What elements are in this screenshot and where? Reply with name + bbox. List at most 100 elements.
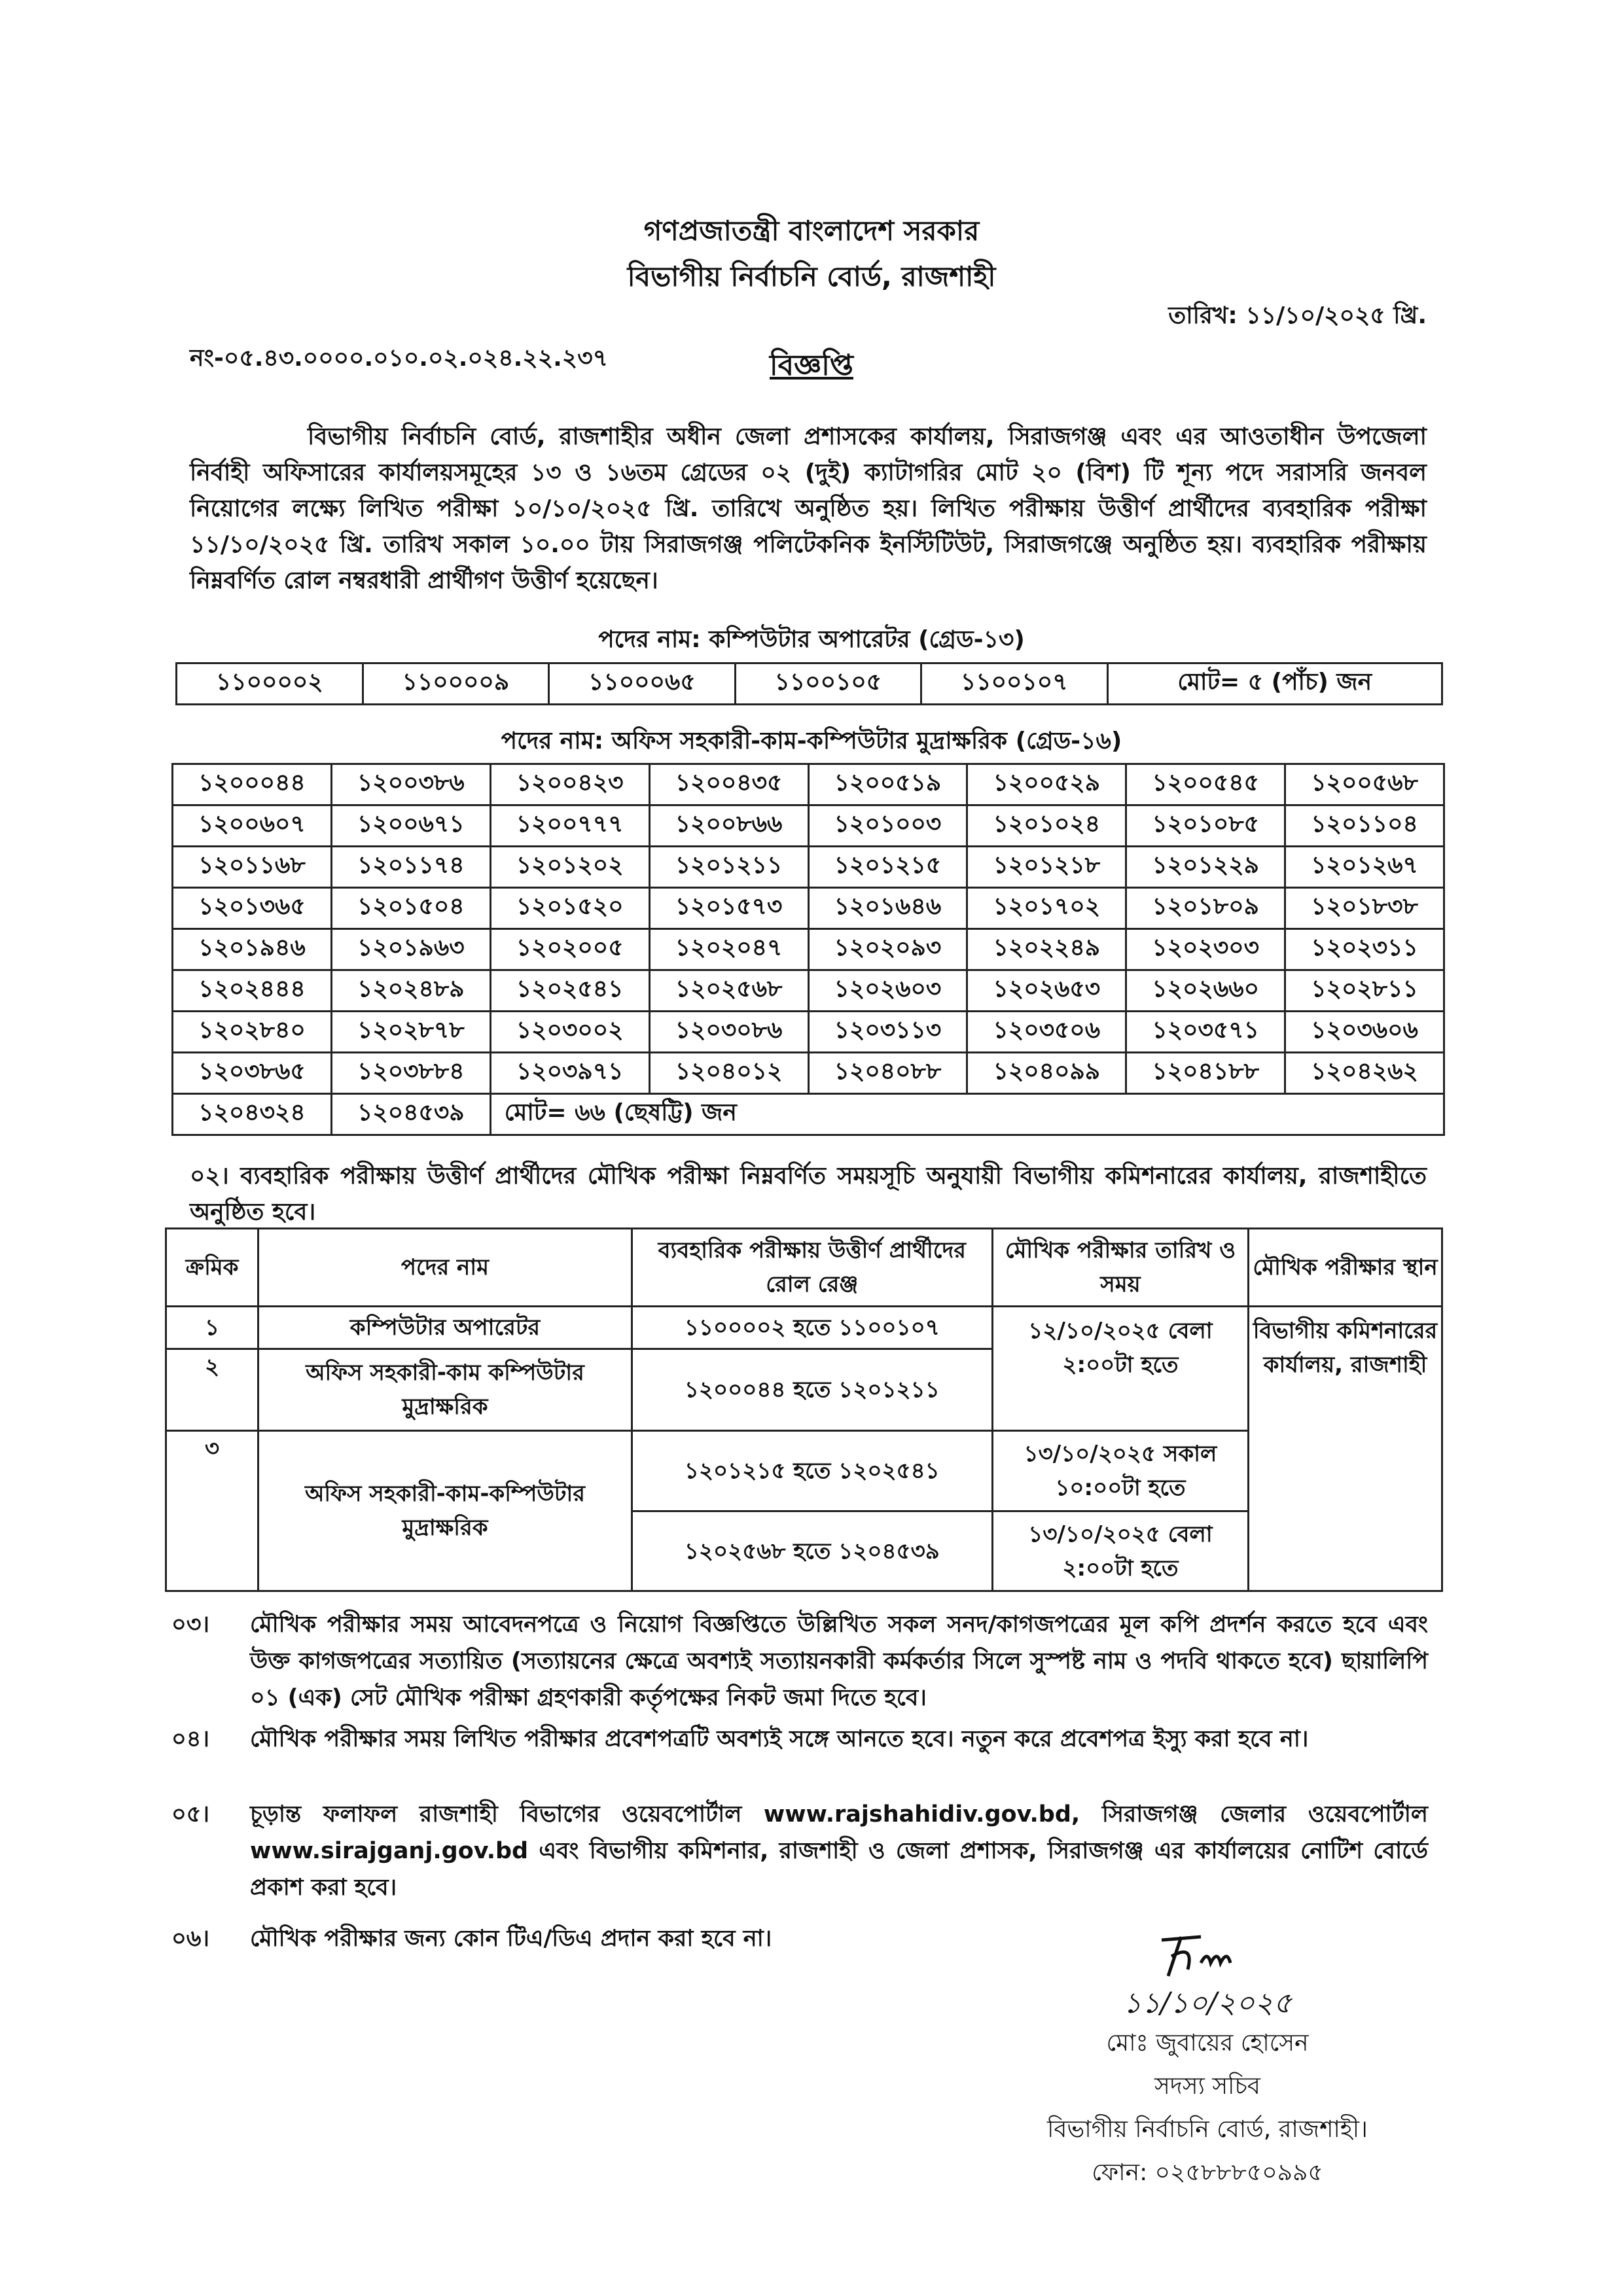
table-row: ১২০৩৮৬৫ ১২০৩৮৮৪ ১২০৩৯৭১ ১২০৪০১২ ১২০৪০৮৮ ১২০৪০… [171, 1051, 1445, 1095]
range-cell: ১২০১২১৫ হতে ১২০২৫৪১ [630, 1430, 993, 1512]
roll-cell: ১২০০৫১৯ [807, 763, 969, 806]
roll-cell: ১২০২৪৮৯ [330, 969, 491, 1012]
post2-title: পদের নাম: অফিস সহকারী-কাম-কম্পিউটার মুদ্… [501, 728, 1122, 754]
roll-cell: ১২০১৫২০ [489, 887, 651, 930]
roll-cell: ১২০২০০৫ [489, 928, 651, 971]
handwritten-signature-icon [1161, 1935, 1232, 1977]
roll-cell: ১২০৪৫৩৯ [330, 1093, 491, 1136]
range-cell: ১১০০০০২ হতে ১১০০১০৭ [630, 1305, 993, 1350]
roll-cell: ১২০০৭৭৭ [489, 804, 651, 847]
table-row: ১২০১৩৬৫ ১২০১৫০৪ ১২০১৫২০ ১২০১৫৭৩ ১২০১৬৪৬ ১২০১৭… [171, 887, 1445, 930]
table-row: ১২০০০৪৪ ১২০০৩৮৬ ১২০০৪২৩ ১২০০৪৩৫ ১২০০৫১৯ ১২০০৫… [171, 763, 1445, 806]
roll-cell: ১২০৪০১২ [648, 1051, 810, 1095]
roll-cell: ১২০৩৫৭১ [1125, 1010, 1287, 1053]
roll-cell: ১২০৪২৬২ [1284, 1051, 1445, 1095]
table-row: ৩ অফিস সহকারী-কাম-কম্পিউটার মুদ্রাক্ষরিক… [164, 1430, 1442, 1592]
roll-cell: ১২০৩৯৭১ [489, 1051, 651, 1095]
table-row: ১২০৪৩২৪ ১২০৪৫৩৯ মোট= ৬৬ (ছেষট্টি) জন [171, 1093, 1446, 1136]
roll-cell: ১২০৪০৮৮ [807, 1051, 969, 1095]
total-cell: মোট= ৫ (পাঁচ) জন [1106, 662, 1443, 705]
roll-cell: ১২০২৫৬৮ [648, 969, 810, 1012]
roll-cell: ১২০০৮৬৬ [648, 804, 810, 847]
note-number: ০৬। [171, 1926, 210, 1952]
venue-cell: বিভাগীয় কমিশনারের কার্যালয়, রাজশাহী [1247, 1305, 1443, 1592]
para-02: ০২। ব্যবহারিক পরীক্ষায় উত্তীর্ণ প্রার্থ… [190, 1163, 1427, 1226]
datetime-cell: ১৩/১০/২০২৫ সকাল ১০:০০টা হতে [991, 1430, 1250, 1512]
serial-cell: ২ [164, 1348, 260, 1432]
header-serial: ক্রমিক [164, 1227, 260, 1307]
note-number: ০৪। [171, 1726, 209, 1752]
post1-roll-table: ১১০০০০২ ১১০০০০৯ ১১০০০৬৫ ১১০০১০৫ ১১০০১০৭ … [175, 662, 1443, 705]
government-heading: গণপ্রজাতন্ত্রী বাংলাদেশ সরকার [643, 215, 980, 247]
roll-cell: ১২০১২০২ [489, 845, 651, 889]
roll-cell: ১২০০৩৮৬ [330, 763, 491, 806]
header-datetime: মৌখিক পরীক্ষার তারিখ ও সময় [991, 1227, 1250, 1307]
roll-cell: ১২০১২১৫ [807, 845, 969, 889]
note-text: মৌখিক পরীক্ষার জন্য কোন টিএ/ডিএ প্রদান ক… [250, 1926, 772, 1952]
roll-cell: ১২০১৭০২ [966, 887, 1128, 930]
header-post: পদের নাম [257, 1227, 633, 1307]
roll-cell: ১২০০০৪৪ [171, 763, 332, 806]
note-number: ০৩। [171, 1612, 210, 1638]
roll-cell: ১১০০১০৭ [920, 662, 1109, 705]
roll-cell: ১২০০৫৬৮ [1284, 763, 1445, 806]
schedule-table: ক্রমিক পদের নাম ব্যবহারিক পরীক্ষায় উত্ত… [164, 1227, 1443, 1592]
roll-cell: ১২০০৪২৩ [489, 763, 651, 806]
roll-cell: ১২০২৮৭৮ [330, 1010, 491, 1053]
roll-cell: ১২০২৪৪৪ [171, 969, 332, 1012]
roll-cell: ১২০২৬৫৩ [966, 969, 1128, 1012]
roll-cell: ১২০১৩৬৫ [171, 887, 332, 930]
office-heading: বিভাগীয় নির্বাচনি বোর্ড, রাজশাহী [627, 260, 996, 292]
roll-cell: ১২০২৩০৩ [1125, 928, 1287, 971]
header-range: ব্যবহারিক পরীক্ষায় উত্তীর্ণ প্রার্থীদের… [630, 1227, 993, 1307]
table-row: ১ কম্পিউটার অপারেটর ১১০০০০২ হতে ১১০০১০৭ … [164, 1305, 1443, 1592]
roll-cell: ১১০০০০২ [175, 662, 364, 705]
roll-cell: ১২০১২৬৭ [1284, 845, 1445, 889]
roll-cell: ১২০৩০৮৬ [648, 1010, 810, 1053]
roll-cell: ১২০১০৮৫ [1125, 804, 1287, 847]
table-row: ১২০১৯৪৬ ১২০১৯৬৩ ১২০২০০৫ ১২০২০৪৭ ১২০২০৯৩ ১২০২২… [171, 928, 1445, 971]
signatory-phone: ফোন: ০২৫৮৮৮৫০৯৯৫ [1092, 2159, 1323, 2186]
roll-cell: ১২০৪৩২৪ [171, 1093, 332, 1136]
signatory-name: মোঃ জুবায়ের হোসেন [1106, 2030, 1309, 2057]
post-cell: অফিস সহকারী-কাম-কম্পিউটার মুদ্রাক্ষরিক [257, 1430, 633, 1592]
roll-cell: ১২০৩৬০৬ [1284, 1010, 1445, 1053]
range-cell: ১২০০০৪৪ হতে ১২০১২১১ [630, 1348, 993, 1432]
roll-cell: ১২০১২১১ [648, 845, 810, 889]
signatory-designation: সদস্য সচিব [1154, 2073, 1260, 2100]
roll-cell: ১২০১৫০৪ [330, 887, 491, 930]
roll-cell: ১২০১৮৩৮ [1284, 887, 1445, 930]
roll-cell: ১২০১৬৪৬ [807, 887, 969, 930]
signatory-office: বিভাগীয় নির্বাচনি বোর্ড, রাজশাহী। [1047, 2116, 1368, 2143]
roll-cell: ১২০০৬৭১ [330, 804, 491, 847]
roll-cell: ১২০০৫২৯ [966, 763, 1128, 806]
roll-cell: ১২০২০৯৩ [807, 928, 969, 971]
roll-cell: ১২০১৯৪৬ [171, 928, 332, 971]
roll-cell: ১২০১০০৩ [807, 804, 969, 847]
roll-cell: ১২০৪০৯৯ [966, 1051, 1128, 1095]
roll-cell: ১২০২৬৬০ [1125, 969, 1287, 1012]
roll-cell: ১২০৪১৮৮ [1125, 1051, 1287, 1095]
table-row: ২ অফিস সহকারী-কাম কম্পিউটার মুদ্রাক্ষরিক… [164, 1348, 1442, 1432]
note-06: ০৬। মৌখিক পরীক্ষার জন্য কোন টিএ/ডিএ প্রদ… [171, 1920, 1428, 1957]
serial-cell: ৩ [164, 1430, 260, 1592]
roll-cell: ১২০৩১১৩ [807, 1010, 969, 1053]
notice-title: বিজ্ঞপ্তি [770, 349, 853, 382]
roll-cell: ১২০৩০০২ [489, 1010, 651, 1053]
table-row: ১২০২৫৬৮ হতে ১২০৪৫৩৯ ১৩/১০/২০২৫ বেলা ২:০০… [166, 1510, 1442, 1592]
post-cell: অফিস সহকারী-কাম কম্পিউটার মুদ্রাক্ষরিক [257, 1348, 633, 1432]
signature-date: ১১/১০/২০২৫ [1122, 1987, 1293, 2020]
roll-cell: ১২০০৪৩৫ [648, 763, 810, 806]
post2-roll-table: ১২০০০৪৪ ১২০০৩৮৬ ১২০০৪২৩ ১২০০৪৩৫ ১২০০৫১৯ ১২০০৫… [171, 763, 1446, 1136]
roll-cell: ১২০৩৮৮৪ [330, 1051, 491, 1095]
datetime-cell: ১২/১০/২০২৫ বেলা ২:০০টা হতে [991, 1305, 1250, 1432]
roll-cell: ১২০১০২৪ [966, 804, 1128, 847]
roll-cell: ১২০১১৬৮ [171, 845, 332, 889]
note-text: মৌখিক পরীক্ষার সময় লিখিত পরীক্ষার প্রবে… [250, 1726, 1309, 1752]
roll-cell: ১২০১২২৯ [1125, 845, 1287, 889]
roll-cell: ১২০১২১৮ [966, 845, 1128, 889]
range-cell: ১২০২৫৬৮ হতে ১২০৪৫৩৯ [630, 1510, 993, 1592]
signature-block: ১১/১০/২০২৫ মোঃ জুবায়ের হোসেন সদস্য সচিব… [982, 1930, 1433, 2195]
note-03: ০৩। মৌখিক পরীক্ষার সময় আবেদনপত্রে ও নিয… [171, 1606, 1428, 1716]
roll-cell: ১২০২০৪৭ [648, 928, 810, 971]
